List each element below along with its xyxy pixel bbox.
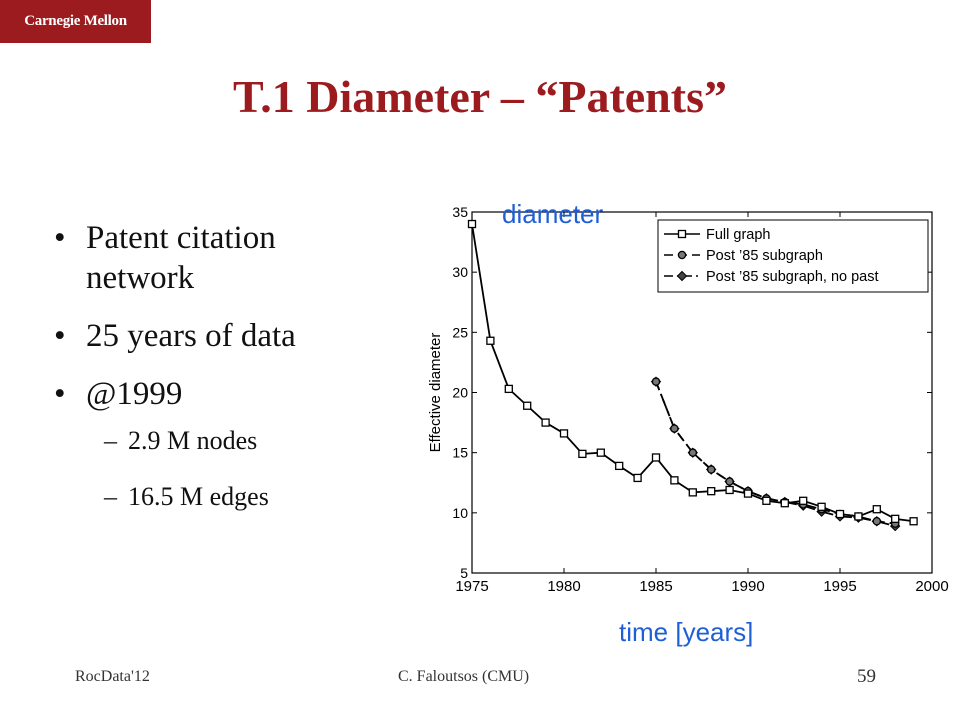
data-point-square (467, 219, 477, 229)
x-tick-label: 2000 (915, 578, 948, 595)
data-point-square (854, 512, 863, 521)
data-point-circle (725, 477, 734, 486)
y-tick-label: 10 (452, 505, 468, 521)
data-point-square (578, 449, 587, 459)
data-point-square (541, 418, 550, 427)
y-tick-label: 20 (452, 385, 468, 401)
data-point-circle (670, 424, 679, 433)
bullet-dot-icon: • (54, 318, 66, 354)
bullet-dot-icon: • (54, 220, 66, 256)
data-point-square (523, 401, 532, 410)
legend-label: Full graph (706, 227, 770, 243)
annotation-diameter: diameter (502, 199, 603, 229)
legend-label: Post ’85 subgraph (706, 248, 823, 264)
data-point-square (725, 485, 734, 495)
footer-conference: RocData'12 (75, 668, 150, 685)
bullet-text: 25 years of data (86, 318, 296, 354)
data-point-square (762, 496, 771, 505)
page-number: 59 (857, 666, 876, 687)
footer-author: C. Faloutsos (CMU) (398, 668, 530, 685)
y-axis-label: Effective diameter (427, 333, 444, 453)
y-tick-label: 15 (452, 445, 468, 461)
bullet-dot-icon: • (54, 376, 66, 412)
bullet-item: • 25 years of data (48, 316, 378, 356)
data-point-circle (706, 465, 716, 474)
data-point-square (909, 517, 918, 526)
x-tick-label: 1985 (639, 578, 672, 595)
data-point-square (651, 453, 661, 462)
university-logo: Carnegie Mellon (0, 0, 151, 43)
x-tick-label: 1975 (455, 578, 488, 595)
x-tick-label: 1980 (547, 578, 580, 595)
data-point-square (872, 505, 881, 514)
sub-bullet-text: 16.5 M edges (128, 482, 269, 511)
y-tick-label: 25 (452, 324, 468, 340)
dash-icon: – (104, 426, 117, 455)
data-point-square (504, 384, 513, 394)
data-point-square (817, 502, 826, 511)
sub-bullet-item: –2.9 M nodes (48, 424, 378, 458)
data-point-square (707, 487, 716, 496)
x-tick-label: 1995 (823, 578, 856, 595)
slide-title: T.1 Diameter – “Patents” (233, 71, 727, 122)
x-tick-label: 1990 (731, 578, 764, 595)
legend-marker-square (677, 229, 687, 239)
y-tick-label: 30 (452, 264, 468, 280)
bullet-list: • Patent citation network • 25 years of da… (48, 218, 378, 536)
bullet-item: • Patent citation network (48, 218, 378, 298)
data-point-square (615, 461, 624, 471)
data-point-square (486, 336, 495, 345)
data-point-square (633, 473, 642, 483)
sub-bullet-text: 2.9 M nodes (128, 426, 258, 455)
bullet-text: Patent citation network (86, 220, 276, 296)
legend-label: Post ’85 subgraph, no past (706, 269, 879, 285)
data-point-square (835, 509, 845, 519)
data-point-square (891, 514, 900, 524)
chart-legend: Full graph Post ’85 subgraph Post ’85 subg… (657, 219, 929, 293)
legend-marker-circle (677, 250, 687, 260)
y-tick-label: 5 (460, 565, 468, 581)
annotation-time: time [years] (619, 617, 753, 647)
data-point-square (559, 429, 569, 438)
sub-bullet-item: –16.5 M edges (48, 480, 378, 514)
data-point-square (596, 448, 605, 457)
bullet-item: • @1999 (48, 374, 378, 414)
legend-box (657, 219, 929, 293)
data-point-square (799, 496, 808, 505)
data-point-circle (872, 517, 882, 526)
diameter-chart: 1975 1980 1985 1990 1995 2000 5 10 15 20 25 30 35 Eff… (427, 199, 949, 647)
legend-marker-diamond (676, 270, 688, 282)
data-point-square (780, 499, 789, 508)
data-point-square (670, 476, 679, 485)
data-point-circle (651, 377, 661, 386)
sub-bullet-list: –2.9 M nodes –16.5 M edges (48, 424, 378, 514)
dash-icon: – (104, 482, 117, 511)
data-point-circle (688, 448, 698, 457)
data-point-square (743, 489, 753, 498)
y-tick-label: 35 (452, 204, 468, 220)
bullet-text: @1999 (86, 376, 183, 412)
data-point-square (688, 488, 697, 497)
